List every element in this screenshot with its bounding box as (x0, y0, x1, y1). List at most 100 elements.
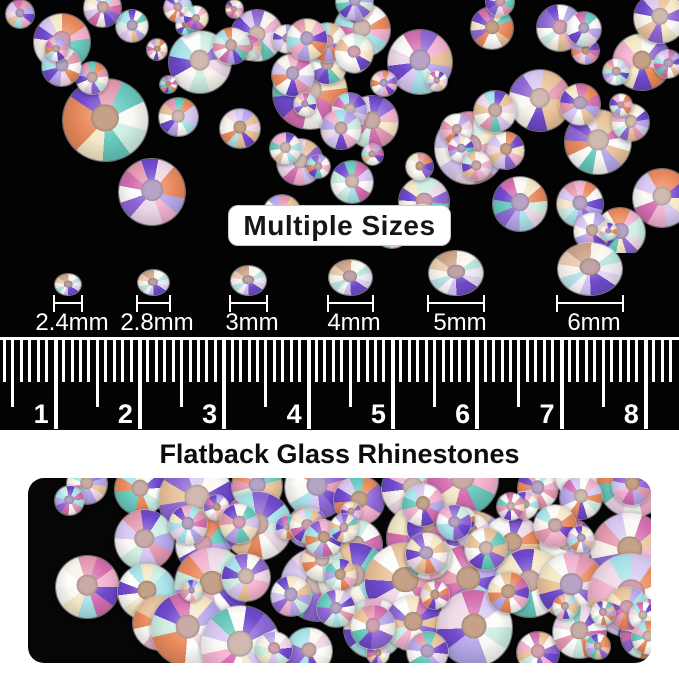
measurement-bracket (326, 295, 374, 312)
stone-center-facet (348, 0, 361, 7)
rhinestone (6, 0, 34, 28)
measurement-bracket (53, 295, 83, 312)
ruler-baseline (0, 337, 679, 340)
ruler-tick (669, 340, 673, 382)
stone-center-facet (345, 173, 359, 188)
stone-center-facet (520, 499, 530, 509)
ruler-tick (188, 340, 192, 382)
rhinestone (158, 97, 198, 137)
rhinestone (76, 61, 108, 95)
stone-center-facet (611, 67, 621, 76)
rhinestone (566, 11, 602, 47)
stone-center-facet (420, 644, 435, 658)
stone-center-facet (363, 111, 381, 130)
stone-center-facet (237, 568, 254, 584)
rhinestone (114, 510, 174, 571)
ruler-tick (137, 340, 142, 429)
stone-center-facet (456, 566, 481, 590)
stone-center-facet (80, 478, 94, 490)
stone-center-facet (409, 49, 431, 71)
ruler-tick (289, 340, 293, 382)
stone-center-facet (419, 545, 433, 560)
stone-center-facet (598, 608, 607, 617)
stone-center-facet (347, 45, 361, 59)
rhinestone (407, 631, 448, 663)
ruler-number: 8 (623, 399, 639, 429)
ruler-tick (424, 340, 428, 382)
size-label: 6mm (567, 309, 621, 336)
rhinestone (351, 605, 395, 649)
stone-center-facet (96, 0, 109, 13)
stone-center-facet (343, 103, 356, 115)
stone-center-facet (485, 19, 499, 34)
stone-center-facet (499, 143, 512, 156)
ruler-tick (357, 340, 361, 382)
ruler-tick (551, 340, 555, 382)
ruler-tick (163, 340, 167, 382)
rhinestone (610, 94, 632, 117)
stone-center-facet (188, 586, 196, 594)
rhinestone (600, 223, 617, 240)
ruler-tick (239, 340, 243, 382)
ruler-number: 3 (202, 399, 218, 429)
stone-center-facet (342, 270, 358, 283)
multiple-sizes-badge: Multiple Sizes (228, 205, 451, 246)
measurement-bracket (228, 295, 268, 312)
ruler-tick (323, 340, 327, 382)
ruler-tick (390, 340, 395, 429)
stone-center-facet (267, 642, 280, 655)
stone-center-facet (199, 570, 225, 595)
stone-center-facet (663, 58, 674, 68)
ruler-tick (196, 340, 200, 382)
ruler-tick (281, 340, 285, 382)
stone-center-facet (282, 33, 292, 43)
stone-center-facet (15, 8, 25, 18)
ruler-tick (53, 340, 58, 429)
stone-center-facet (573, 488, 588, 504)
stone-center-facet (448, 515, 460, 528)
rhinestone (219, 503, 259, 543)
stone-center-facet (572, 195, 588, 211)
ruler-tick (466, 340, 470, 382)
size-label: 3mm (225, 309, 279, 336)
rhinestone (516, 631, 560, 663)
ruler-tick (264, 340, 268, 407)
ruler-tick (635, 340, 639, 382)
rhinestone (286, 628, 332, 663)
stone-center-facet (624, 115, 637, 128)
stone-center-facet (283, 523, 291, 531)
rhinestone (420, 581, 449, 610)
stone-center-facet (153, 45, 161, 53)
ruler-tick (542, 340, 546, 382)
stone-center-facet (578, 22, 590, 34)
stone-center-facet (651, 8, 669, 25)
stone-center-facet (466, 524, 478, 536)
stone-center-facet (231, 5, 238, 12)
stone-center-facet (301, 99, 309, 108)
rhinestone (474, 90, 516, 133)
rhinestone (426, 70, 447, 91)
stone-center-facet (548, 518, 563, 532)
ruler-tick (643, 340, 648, 429)
rhinestone (552, 594, 578, 620)
ruler-number: 5 (370, 399, 386, 429)
stone-center-facet (552, 19, 568, 35)
size-label: 2.8mm (120, 309, 194, 336)
rhinestone (585, 634, 610, 659)
ruler-number: 4 (286, 399, 302, 429)
stone-center-facet (379, 78, 389, 87)
ruler-tick (559, 340, 564, 429)
ruler-tick (374, 340, 377, 382)
rhinestone (321, 109, 361, 150)
stone-center-facet (586, 224, 599, 237)
stone-center-facet (488, 103, 503, 118)
rhinestone (270, 575, 311, 616)
ruler-tick (62, 340, 65, 382)
stone-center-facet (632, 50, 652, 70)
rhinestone (54, 486, 85, 516)
rhinestone (116, 10, 148, 42)
ruler-tick (508, 340, 512, 382)
stone-center-facet (90, 103, 120, 132)
ruler-number: 2 (117, 399, 133, 429)
ruler-tick (104, 340, 108, 382)
